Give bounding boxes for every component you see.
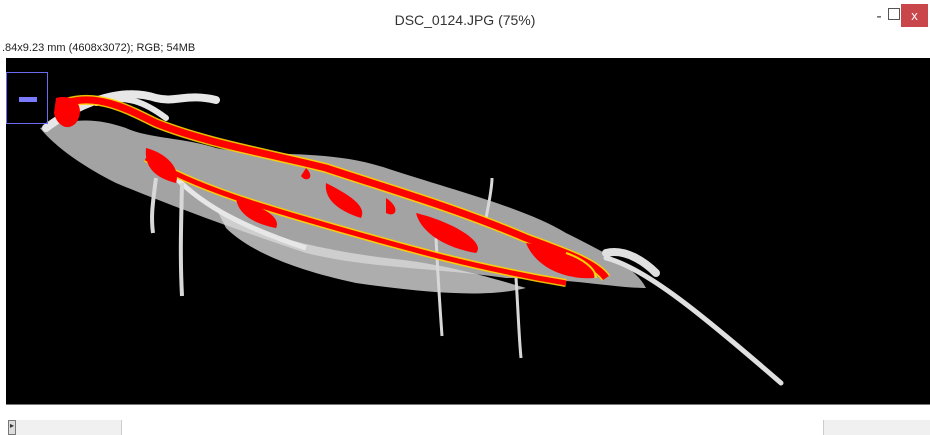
specimen-image: [6, 58, 930, 404]
scroll-left-button[interactable]: ▸: [8, 420, 16, 435]
image-info-text: .84x9.23 mm (4608x3072); RGB; 54MB: [2, 42, 196, 54]
scrollbar-thumb[interactable]: [121, 420, 824, 435]
bottom-scroll-area: ▸: [0, 408, 930, 435]
navigator-box[interactable]: [6, 72, 48, 124]
minimize-button[interactable]: -: [876, 8, 882, 25]
title-bar: DSC_0124.JPG (75%) - x: [0, 0, 930, 40]
canvas-separator: [6, 404, 930, 408]
window-title: DSC_0124.JPG (75%): [394, 12, 536, 28]
horizontal-scrollbar[interactable]: [16, 420, 930, 435]
image-canvas[interactable]: [6, 58, 930, 404]
close-button[interactable]: x: [901, 4, 928, 27]
navigator-marker[interactable]: [19, 97, 37, 102]
image-info-bar: .84x9.23 mm (4608x3072); RGB; 54MB: [0, 40, 930, 58]
maximize-button[interactable]: [888, 8, 900, 20]
